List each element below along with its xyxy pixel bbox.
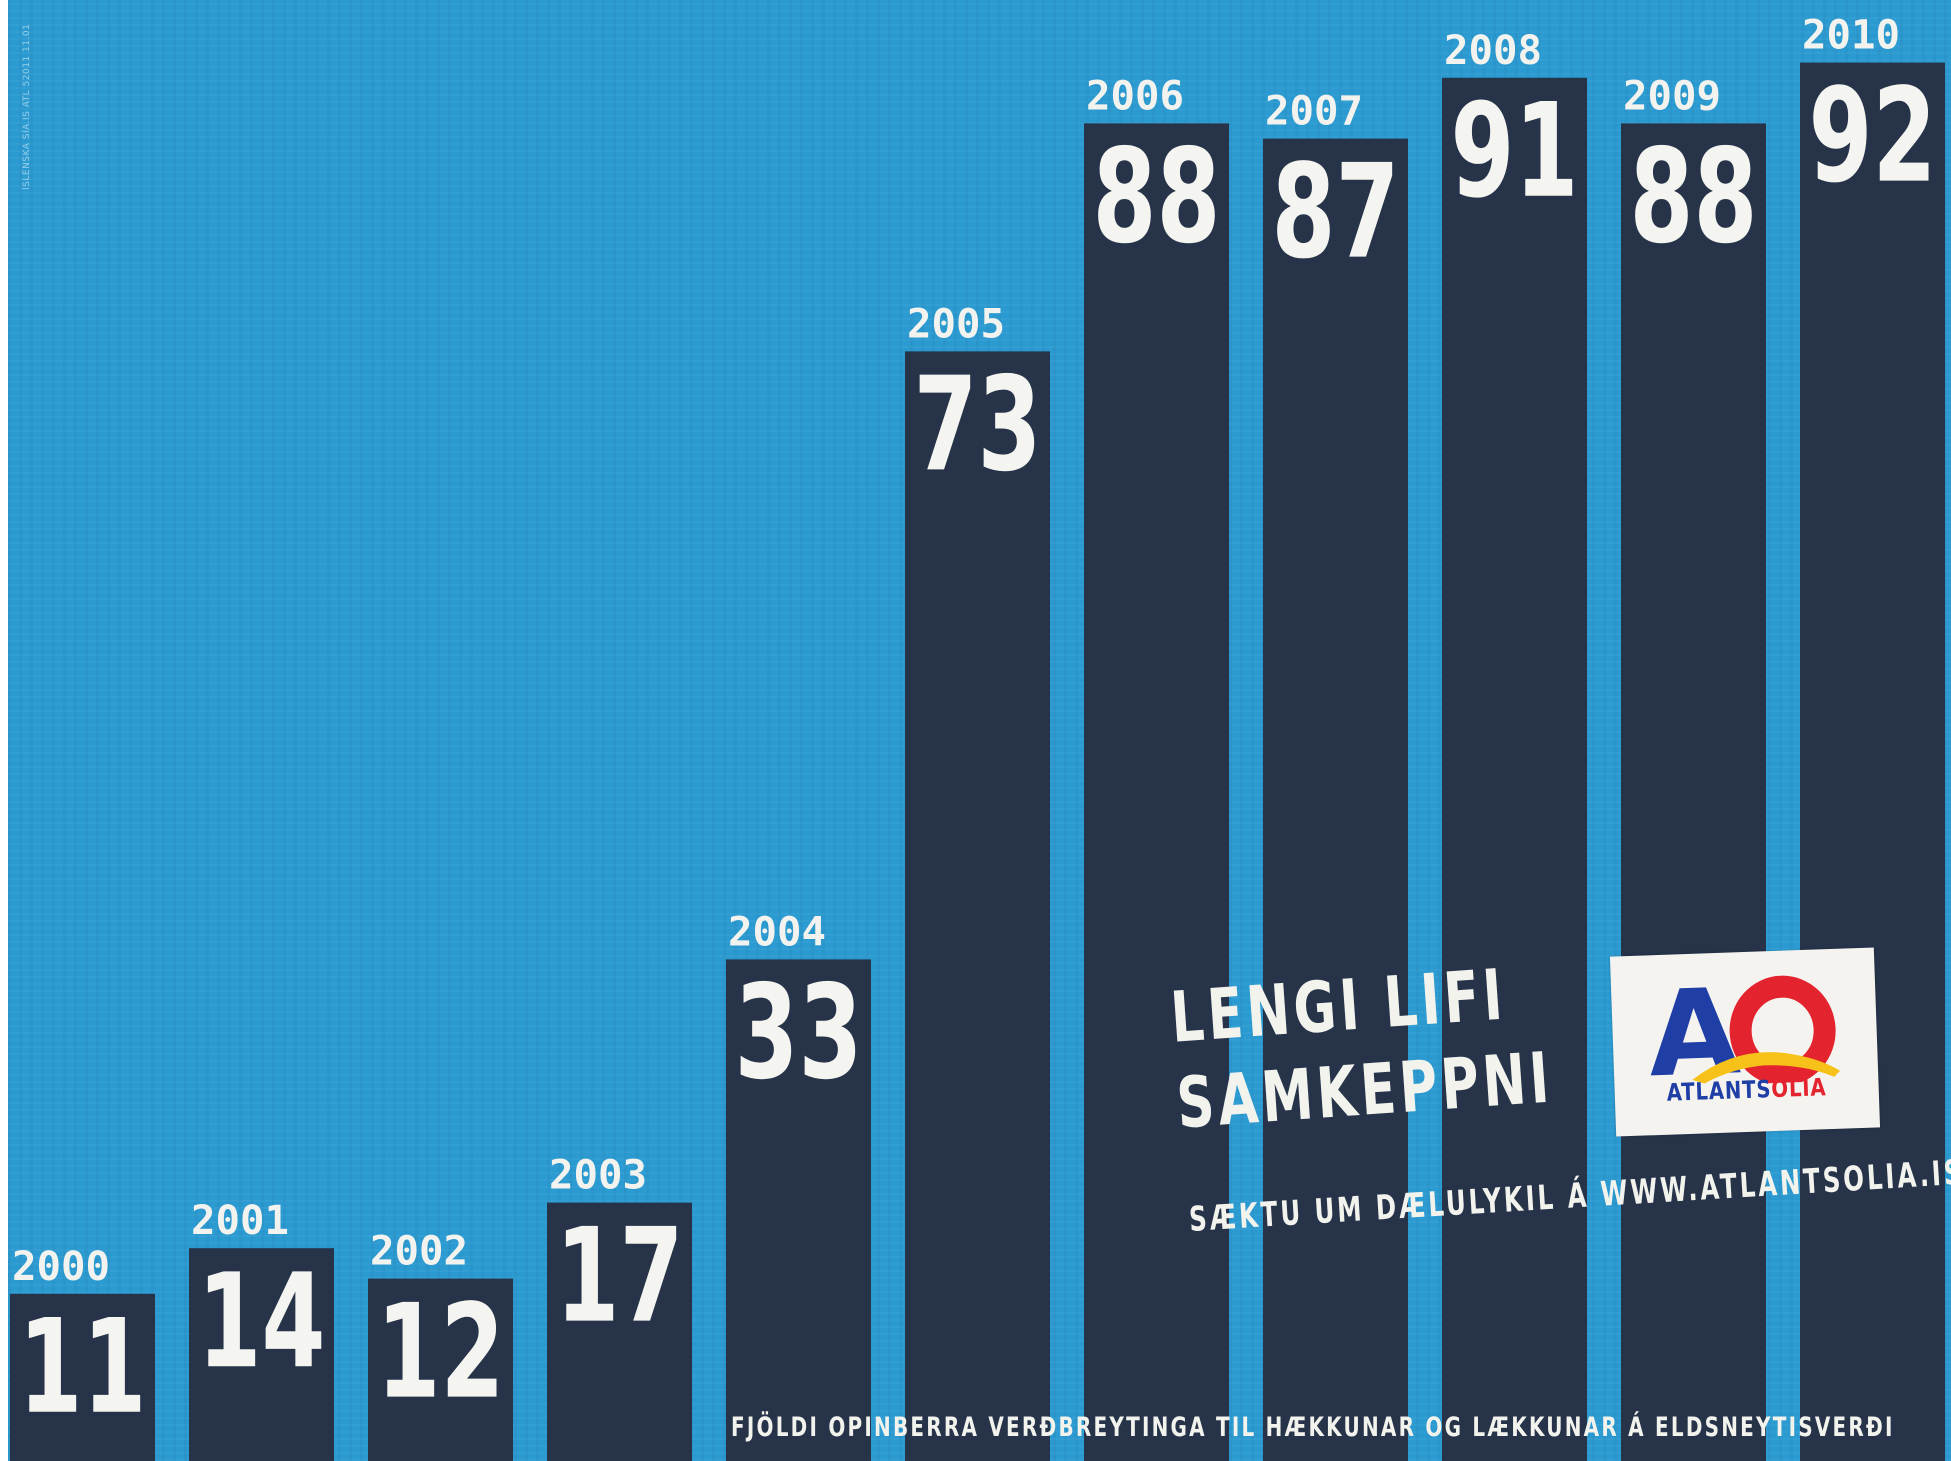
category-label-2005: 2005 <box>907 301 1005 347</box>
logo-wordmark: ATLANTSOLÍA <box>1666 1073 1827 1107</box>
category-label-2008: 2008 <box>1444 28 1542 74</box>
data-label-2009: 88 <box>1630 120 1758 272</box>
bar-2001 <box>189 1248 334 1461</box>
bar-2007 <box>1263 138 1408 1461</box>
data-label-2008: 91 <box>1451 75 1579 227</box>
atlantsolia-logo: A ATLANTSOLÍA <box>1609 947 1881 1137</box>
data-label-2000: 11 <box>19 1291 147 1443</box>
bar-2005 <box>905 351 1050 1461</box>
category-label-2000: 2000 <box>12 1244 110 1290</box>
slogan: LENGI LIFI SAMKEPPNI <box>1168 940 1687 1147</box>
bar-2006 <box>1084 123 1229 1461</box>
data-label-2006: 88 <box>1093 120 1221 272</box>
category-label-2009: 2009 <box>1623 73 1721 119</box>
ao-logo-icon: A <box>1646 970 1841 1088</box>
category-label-2007: 2007 <box>1265 89 1363 135</box>
category-label-2004: 2004 <box>728 909 826 955</box>
category-label-2001: 2001 <box>191 1198 289 1244</box>
bar-2003 <box>547 1202 692 1461</box>
category-label-2010: 2010 <box>1802 13 1900 59</box>
logo-letter-o <box>1729 975 1836 1086</box>
logo-wordmark-part-1: ATLANTS <box>1666 1075 1772 1107</box>
logo-swoosh-icon <box>1692 1052 1841 1084</box>
category-label-2006: 2006 <box>1086 73 1184 119</box>
bar-2002 <box>368 1278 513 1461</box>
bar-2009 <box>1621 123 1766 1461</box>
data-label-2005: 73 <box>914 348 1042 500</box>
category-label-2003: 2003 <box>549 1153 647 1199</box>
data-label-2003: 17 <box>556 1200 684 1352</box>
poster: 11 2000 14 2001 12 2002 17 2003 33 2004 73 2005 88 20… <box>8 0 1951 1461</box>
bar-2010 <box>1800 62 1945 1461</box>
bar-2004 <box>726 959 871 1461</box>
side-code-text: ÍSLENSKA SÍA.IS ATL 52011 11.01 <box>22 23 32 190</box>
data-label-2004: 33 <box>735 956 863 1108</box>
data-label-2002: 12 <box>377 1276 505 1428</box>
logo-wordmark-part-2: OLÍA <box>1770 1073 1827 1104</box>
data-label-2007: 87 <box>1272 136 1400 288</box>
bar-2008 <box>1442 77 1587 1461</box>
data-label-2001: 14 <box>198 1245 326 1397</box>
data-label-2010: 92 <box>1809 60 1937 212</box>
bar-2000 <box>10 1293 155 1461</box>
category-label-2002: 2002 <box>370 1229 468 1275</box>
chart-footnote: FJÖLDI OPINBERRA VERÐBREYTINGA TIL HÆKKU… <box>731 1412 1895 1443</box>
